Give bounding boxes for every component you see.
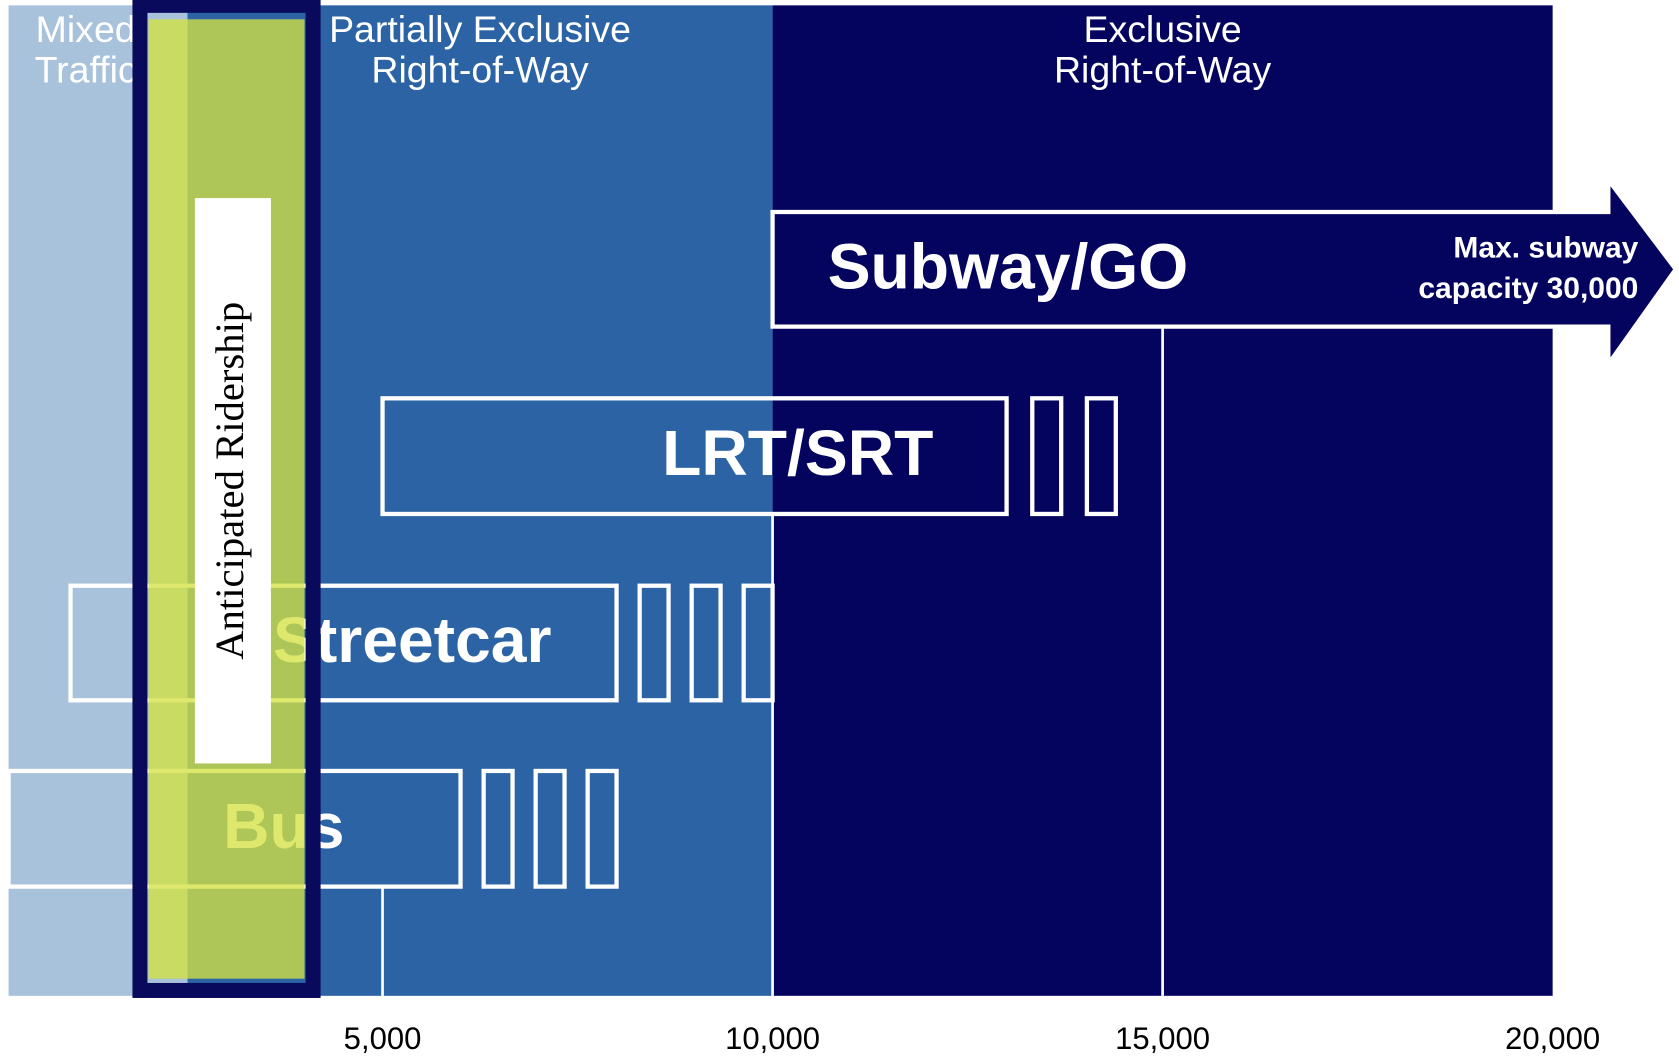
highlight-border	[132, 0, 321, 998]
mode-arrow	[770, 173, 1679, 371]
extension-box	[481, 768, 515, 889]
mode-label: LRT/SRT	[662, 417, 933, 489]
zone-label: Mixed	[36, 8, 136, 50]
extension-box	[585, 768, 619, 889]
extension-box	[533, 768, 567, 889]
extension-box	[1030, 396, 1064, 517]
highlight-label: Anticipated Ridership	[207, 302, 252, 660]
highlight-label-box	[194, 198, 271, 764]
mode-label: Subway/GO	[828, 230, 1189, 302]
x-tick-label: 20,000	[1505, 1021, 1600, 1056]
zone-label: Right-of-Way	[1054, 49, 1271, 91]
mode-bar	[380, 396, 1009, 517]
annotation: Max. subway	[1453, 231, 1638, 264]
x-tick-label: 10,000	[725, 1021, 820, 1056]
zone-label: Exclusive	[1083, 8, 1241, 50]
extension-box	[637, 583, 671, 703]
mode-bar	[68, 583, 619, 703]
extension-box	[1084, 396, 1118, 517]
extension-box	[741, 583, 775, 703]
zone-label: Partially Exclusive	[329, 8, 631, 50]
x-tick-label: 5,000	[344, 1021, 422, 1056]
zone-label: Traffic	[35, 49, 137, 91]
extension-box	[689, 583, 723, 703]
zone-label: Right-of-Way	[371, 49, 588, 91]
annotation: capacity 30,000	[1418, 272, 1638, 305]
x-tick-label: 15,000	[1115, 1021, 1210, 1056]
